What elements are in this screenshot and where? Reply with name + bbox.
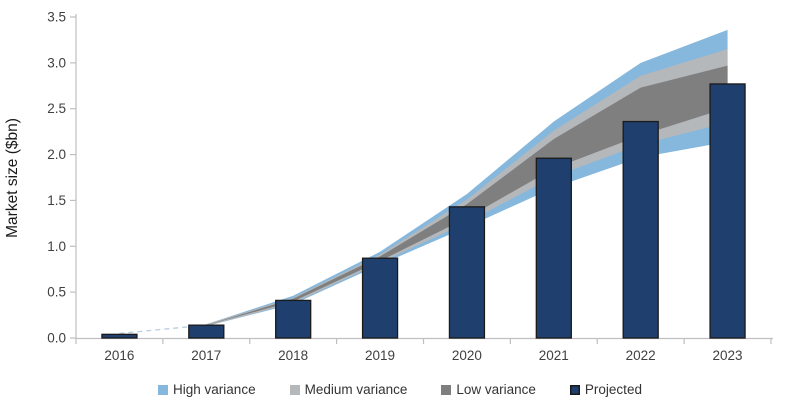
bar-2019 [361, 257, 399, 339]
legend-label-medium-variance: Medium variance [304, 382, 408, 397]
bar-2020 [448, 206, 486, 339]
y-tick-label-0.0: 0.0 [47, 331, 66, 346]
y-tick-label-3.5: 3.5 [47, 10, 66, 25]
bar-2022 [622, 120, 659, 339]
legend-label-low-variance: Low variance [456, 382, 536, 397]
y-tick-label-3.0: 3.0 [47, 55, 66, 70]
x-axis-label-2021: 2021 [539, 348, 569, 363]
y-tick-label-1.0: 1.0 [47, 239, 66, 254]
axis-labels-layer: 0.0 0.5 1.0 1.5 2.0 2.5 3.0 3.5 2016 2017 2018 2019… [47, 10, 742, 364]
legend-item-projected: Projected [569, 382, 642, 397]
legend-swatch-low-variance [441, 384, 452, 395]
y-tick-label-0.5: 0.5 [47, 285, 66, 300]
x-axis-label-2023: 2023 [713, 348, 743, 363]
legend-swatch-high-variance [158, 384, 169, 395]
bar-2021 [535, 157, 572, 339]
bar-2018 [275, 299, 312, 339]
band-low-variance [206, 65, 728, 326]
legend-item-medium-variance: Medium variance [289, 382, 408, 397]
chart-canvas: 0.0 0.5 1.0 1.5 2.0 2.5 3.0 3.5 2016 2017 2018 2019… [4, 10, 773, 364]
y-tick-label-2.0: 2.0 [47, 147, 66, 162]
bar-2017 [188, 324, 225, 339]
legend-swatch-medium-variance [289, 384, 300, 395]
bar-2016 [101, 333, 138, 339]
projected-bars-layer [101, 83, 746, 339]
y-tick-label-1.5: 1.5 [47, 193, 66, 208]
x-axis-label-2018: 2018 [278, 348, 308, 363]
x-axis-label-2020: 2020 [452, 348, 482, 363]
legend-item-low-variance: Low variance [441, 382, 536, 397]
x-axis-label-2017: 2017 [191, 348, 221, 363]
y-axis-title: Market size ($bn) [4, 118, 21, 238]
variance-bands-layer [206, 29, 728, 327]
x-axis-label-2019: 2019 [365, 348, 395, 363]
y-tick-label-2.5: 2.5 [47, 101, 66, 116]
bar-2023 [709, 83, 746, 339]
legend-item-high-variance: High variance [158, 382, 256, 397]
legend-label-high-variance: High variance [173, 382, 256, 397]
x-axis-label-2016: 2016 [104, 348, 134, 363]
legend-label-projected: Projected [584, 382, 642, 397]
x-axis-label-2022: 2022 [626, 348, 656, 363]
chart-legend: High variance Medium variance Low variance… [0, 382, 800, 397]
legend-swatch-projected [569, 384, 580, 395]
